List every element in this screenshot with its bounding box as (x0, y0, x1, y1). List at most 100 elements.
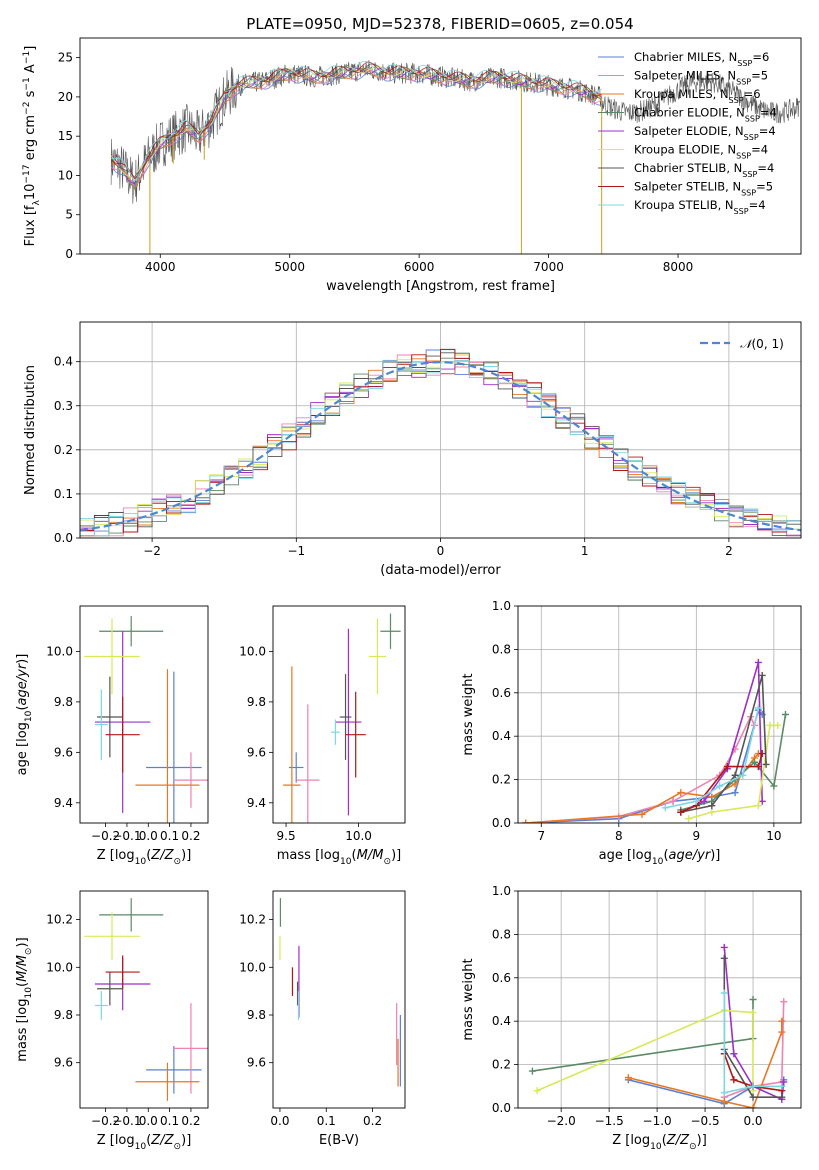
x-tick-label: 0 (437, 544, 445, 558)
x-axis-label: Z [log10(Z/Z⊙)] (97, 1133, 192, 1152)
y-axis-label: mass [log10(M/M⊙)] (15, 937, 34, 1061)
weight-marker (754, 802, 762, 810)
y-tick-label: 0.2 (54, 443, 73, 457)
x-tick-label: 6000 (404, 260, 435, 274)
weight-series (723, 1053, 782, 1092)
y-tick-label: 9.6 (54, 745, 73, 759)
y-tick-label: 9.8 (247, 1008, 266, 1022)
y-tick-label: 10.2 (239, 913, 266, 927)
y-tick-label: 0.3 (54, 399, 73, 413)
x-tick-label: 4000 (145, 260, 176, 274)
y-tick-label: 25 (58, 51, 73, 65)
y-axis-label: mass weight (461, 673, 476, 755)
y-tick-label: 0.6 (492, 686, 511, 700)
x-tick-label: 5000 (274, 260, 305, 274)
panel-residuals: −2 −1 0 1 2 0.0 0.1 0.2 0.3 0.4 (data-model)/error… (23, 321, 802, 578)
y-axis-label: Flux [fλ10−17 erg cm−2 s−1 A−1] (22, 46, 42, 247)
x-tick-label: 10.0 (345, 829, 372, 843)
panel-age-vs-mass: 9.5 10.0 9.4 9.6 9.8 10.0 mass [log10(M/M⊙)] (239, 605, 406, 867)
legend-label: 𝒩(0, 1) (740, 337, 784, 351)
normal-curve (80, 360, 801, 532)
plot-area-mass-vs-ebv (279, 898, 401, 1087)
weight-marker (754, 763, 762, 771)
weight-series (536, 1009, 754, 1092)
legend-label: Kroupa STELIB, NSSP=4 (634, 198, 766, 216)
weight-marker (762, 760, 770, 768)
x-tick-label: −2.0 (547, 1114, 576, 1128)
x-tick-label: 2 (725, 544, 733, 558)
y-axis-label: mass weight (461, 958, 476, 1040)
x-tick-label: 0.0 (139, 829, 158, 843)
weight-marker (708, 802, 716, 810)
x-tick-label: 10 (766, 829, 781, 843)
x-tick-label: 9.5 (277, 829, 296, 843)
weight-marker (749, 1104, 757, 1108)
weight-marker (720, 989, 728, 997)
weight-marker (778, 1017, 786, 1025)
weight-marker (720, 943, 728, 951)
axes-frame (79, 605, 209, 824)
weight-marker (758, 671, 766, 679)
x-tick-label: 7000 (533, 260, 564, 274)
axes-frame (517, 605, 802, 824)
weight-marker (677, 808, 685, 816)
y-tick-label: 0.4 (492, 1014, 511, 1028)
model-spectrum (110, 60, 602, 183)
figure-title: PLATE=0950, MJD=52378, FIBERID=0605, z=0… (246, 15, 633, 33)
weight-series (723, 993, 782, 1094)
y-tick-label: 10.0 (46, 960, 73, 974)
weight-marker (677, 789, 685, 797)
panel-mass-weight-vs-age: 7 8 9 10 0.0 0.2 0.4 0.6 0.8 1.0 age [log10(age/yr… (461, 599, 802, 867)
weight-series (680, 675, 767, 813)
weight-marker (778, 1093, 786, 1101)
legend-label: Chabrier MILES, NSSP=6 (634, 50, 769, 68)
x-tick-label: −0.1 (112, 1114, 141, 1128)
weight-marker (624, 1074, 632, 1082)
weight-marker (749, 1009, 757, 1017)
y-tick-label: 20 (58, 90, 73, 104)
weight-marker (766, 721, 774, 729)
x-axis-label: (data-model)/error (380, 563, 501, 578)
legend-label: Kroupa MILES, NSSP=6 (634, 87, 761, 105)
y-tick-label: 10.0 (239, 644, 266, 658)
x-axis-label: wavelength [Angstrom, rest frame] (326, 279, 555, 294)
y-tick-label: 9.8 (54, 695, 73, 709)
x-tick-label: 0.0 (743, 1114, 762, 1128)
y-axis-label: age [log10(age/yr)] (15, 654, 34, 776)
residual-histogram (80, 359, 801, 538)
x-tick-label: 0.1 (160, 1114, 179, 1128)
y-tick-label: 10.0 (46, 644, 73, 658)
weight-series (680, 753, 763, 813)
weight-marker (780, 1078, 788, 1086)
weight-marker (750, 758, 758, 766)
axes-frame (272, 890, 406, 1109)
x-tick-label: −0.1 (112, 829, 141, 843)
y-tick-label: 0.8 (492, 927, 511, 941)
weight-marker (720, 954, 728, 962)
weight-marker (731, 771, 739, 779)
axes-frame (79, 890, 209, 1109)
x-axis-label: mass [log10(M/M⊙)] (277, 848, 401, 867)
x-tick-label: 7 (537, 829, 545, 843)
weight-marker (528, 1067, 536, 1075)
legend-label: Salpeter STELIB, NSSP=5 (634, 180, 773, 198)
weight-marker (774, 721, 782, 729)
x-tick-label: −2 (143, 544, 161, 558)
weight-marker (778, 1028, 786, 1036)
weight-series (525, 714, 756, 823)
weight-marker (730, 1076, 738, 1084)
axes-frame (272, 605, 406, 824)
legend-label: Kroupa ELODIE, NSSP=4 (634, 143, 768, 161)
residual-histogram (80, 354, 801, 538)
x-axis-label: E(B-V) (319, 1133, 359, 1148)
weight-marker (739, 771, 747, 779)
weight-marker (700, 797, 708, 805)
weight-marker (778, 1082, 786, 1090)
x-tick-label: 8 (615, 829, 623, 843)
y-tick-label: 5 (65, 208, 73, 222)
weight-marker (781, 711, 789, 718)
x-tick-label: 0.0 (270, 1114, 289, 1128)
x-tick-label: 0.2 (363, 1114, 382, 1128)
